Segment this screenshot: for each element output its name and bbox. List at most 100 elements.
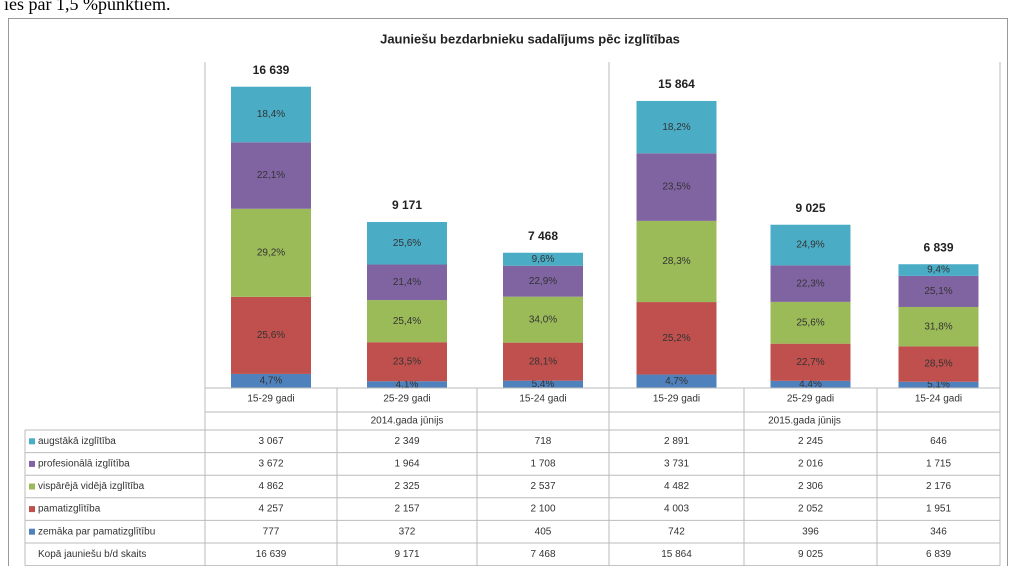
chart-frame [8, 18, 1008, 566]
bar-segment [503, 265, 583, 297]
segment-label: 23,5% [393, 356, 421, 367]
table-cell: 2 016 [798, 459, 823, 470]
table-cell: 2 245 [798, 436, 823, 447]
bar-segment [636, 374, 717, 388]
bar-segment [503, 380, 583, 388]
x-tick-label: 25-29 gadi [787, 394, 834, 405]
table-cell: 4 482 [664, 481, 689, 492]
bar-segment [636, 153, 717, 221]
x-tick-label: 15-29 gadi [653, 394, 700, 405]
table-cell: 3 731 [664, 459, 689, 470]
segment-label: 4,7% [665, 376, 688, 387]
segment-label: 22,7% [796, 357, 824, 368]
x-tick-label: 15-24 gadi [519, 394, 566, 405]
table-cell: 2 052 [798, 504, 823, 515]
table-cell: 742 [668, 526, 685, 537]
segment-label: 18,4% [257, 109, 285, 120]
table-cell: 7 468 [530, 549, 555, 560]
total-label: 15 864 [658, 77, 695, 91]
segment-label: 18,2% [662, 122, 690, 133]
bar-segment [231, 208, 311, 297]
bar-segment [770, 301, 851, 344]
table-cell: 372 [399, 526, 416, 537]
x-tick-label: 15-24 gadi [915, 394, 962, 405]
table-cell: 6 839 [926, 549, 951, 560]
bar-segment [898, 381, 979, 388]
segment-label: 9,6% [532, 254, 555, 265]
table-cell: 2 537 [530, 481, 555, 492]
bar-segment [231, 373, 311, 388]
segment-label: 22,3% [796, 278, 824, 289]
table-cell: 2 157 [394, 504, 419, 515]
chart-title: Jauniešu bezdarbnieku sadalījums pēc izg… [380, 31, 680, 46]
table-cell: 1 708 [530, 459, 555, 470]
segment-label: 28,1% [529, 356, 557, 367]
segment-label: 4,7% [260, 376, 283, 387]
group-label: 2015.gada jūnijs [768, 416, 841, 427]
bar-segment [231, 142, 311, 209]
legend-swatch [29, 438, 35, 445]
segment-label: 28,3% [662, 256, 690, 267]
segment-label: 22,1% [257, 170, 285, 181]
bar-segment [898, 275, 979, 307]
segment-label: 22,9% [529, 276, 557, 287]
legend-swatch [29, 460, 35, 467]
group-label: 2014.gada jūnijs [371, 416, 444, 427]
total-label: 9 025 [795, 201, 825, 215]
segment-label: 25,6% [796, 317, 824, 328]
legend-label: augstākā izglītība [38, 436, 116, 447]
segment-label: 24,9% [796, 240, 824, 251]
bar-segment [367, 300, 447, 343]
segment-label: 21,4% [393, 277, 421, 288]
x-tick-label: 15-29 gadi [247, 394, 294, 405]
bar-segment [898, 306, 979, 347]
table-cell: 2 349 [394, 436, 419, 447]
segment-label: 4,4% [799, 379, 822, 390]
table-cell: 2 100 [530, 504, 555, 515]
segment-label: 25,1% [924, 286, 952, 297]
bar-segment [367, 264, 447, 301]
table-cell: 718 [535, 436, 552, 447]
bar-segment [770, 380, 851, 388]
bar-segment [770, 343, 851, 381]
segment-label: 25,6% [257, 330, 285, 341]
segment-label: 28,5% [924, 359, 952, 370]
table-cell: 346 [930, 526, 947, 537]
table-cell: 2 891 [664, 436, 689, 447]
table-cell: 9 025 [798, 549, 823, 560]
table-cell: 16 639 [256, 549, 287, 560]
bar-segment [898, 346, 979, 382]
table-cell: 2 325 [394, 481, 419, 492]
bar-segment [367, 381, 447, 388]
table-cell: 646 [930, 436, 947, 447]
segment-label: 25,6% [393, 238, 421, 249]
table-cell: 3 672 [258, 459, 283, 470]
legend-label: vispārējā vidējā izglītība [38, 481, 145, 492]
legend-label: pamatizglītība [38, 504, 101, 515]
segment-label: 9,4% [927, 265, 950, 276]
table-cell: 4 003 [664, 504, 689, 515]
segment-label: 31,8% [924, 321, 952, 332]
table-cell: 4 257 [258, 504, 283, 515]
table-cell: 777 [263, 526, 280, 537]
table-cell: 4 862 [258, 481, 283, 492]
table-cell: 396 [802, 526, 819, 537]
table-cell: 3 067 [258, 436, 283, 447]
header-fragment: ies par 1,5 %punktiem. [4, 0, 170, 14]
segment-label: 29,2% [257, 247, 285, 258]
bar-segment [636, 220, 717, 303]
bar-segment [367, 221, 447, 265]
totals-label: Kopā jauniešu b/d skaits [38, 549, 146, 560]
legend-swatch [29, 506, 35, 513]
segment-label: 5,4% [532, 379, 555, 390]
x-tick-label: 25-29 gadi [383, 394, 430, 405]
segment-label: 25,2% [662, 333, 690, 344]
bar-segment [636, 302, 717, 375]
total-label: 16 639 [253, 63, 290, 77]
table-cell: 2 306 [798, 481, 823, 492]
bar-segment [898, 264, 979, 276]
segment-label: 34,0% [529, 314, 557, 325]
total-label: 7 468 [528, 229, 558, 243]
